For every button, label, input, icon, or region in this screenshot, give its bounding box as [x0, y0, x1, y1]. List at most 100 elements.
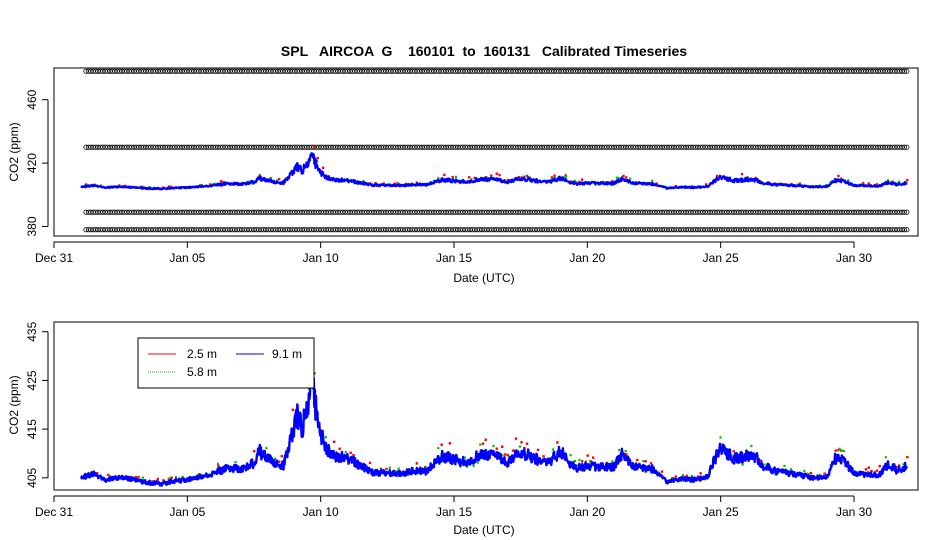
calibration-point-389 — [296, 209, 303, 215]
calibration-point-478 — [431, 68, 437, 74]
calibration-point-430 — [234, 144, 240, 150]
top-point-5-8m — [362, 180, 365, 183]
calibration-point-478 — [656, 68, 663, 74]
calibration-point-378 — [464, 227, 471, 233]
calibration-point-378 — [481, 227, 487, 233]
calibration-point-378 — [313, 227, 319, 233]
calibration-point-389 — [126, 209, 132, 215]
top-point-2-5m — [506, 178, 509, 182]
calibration-point-389 — [280, 209, 286, 215]
bottom-y-tick-label: 425 — [25, 370, 39, 390]
bottom-point-2-5m — [137, 475, 140, 479]
top-point-2-5m — [754, 176, 757, 180]
calibration-point-389 — [776, 209, 783, 215]
calibration-point-478 — [301, 68, 307, 74]
top-point-2-5m — [313, 145, 317, 148]
calibration-point-478 — [150, 68, 156, 74]
calibration-point-378 — [716, 227, 723, 233]
calibration-point-378 — [392, 227, 399, 233]
calibration-point-389 — [136, 209, 142, 215]
calibration-point-430 — [244, 144, 250, 150]
calibration-point-389 — [421, 209, 427, 215]
calibration-point-478 — [752, 68, 759, 74]
calibration-point-478 — [486, 68, 492, 74]
calibration-point-430 — [205, 144, 211, 150]
bottom-point-5-8m — [578, 458, 581, 462]
calibration-point-378 — [484, 227, 490, 233]
calibration-point-478 — [222, 68, 228, 74]
calibration-point-378 — [428, 227, 435, 233]
calibration-point-478 — [433, 68, 439, 74]
calibration-point-478 — [318, 68, 324, 74]
calibration-point-389 — [848, 209, 855, 215]
calibration-point-430 — [419, 144, 425, 150]
calibration-point-389 — [366, 209, 372, 215]
calibration-point-378 — [378, 227, 384, 233]
calibration-point-389 — [524, 209, 531, 215]
bottom-point-5-8m — [783, 464, 786, 467]
calibration-point-378 — [272, 227, 279, 233]
calibration-point-430 — [145, 144, 151, 150]
calibration-point-430 — [241, 144, 247, 150]
calibration-point-378 — [179, 227, 185, 233]
top-point-5-8m — [573, 179, 577, 183]
calibration-point-430 — [282, 144, 288, 150]
bottom-point-2-5m — [671, 477, 675, 480]
bottom-point-5-8m — [750, 444, 753, 448]
calibration-point-478 — [272, 68, 279, 74]
calibration-point-478 — [498, 68, 504, 74]
top-point-2-5m — [867, 182, 870, 185]
calibration-point-478 — [409, 68, 415, 74]
calibration-point-389 — [419, 209, 425, 215]
calibration-point-389 — [704, 209, 711, 215]
calibration-point-430 — [260, 144, 267, 150]
calibration-point-430 — [196, 144, 202, 150]
top-panel: Dec 31 Jan 05 Jan 10 Jan 15 Jan 20 Jan 25 Jan … — [7, 67, 919, 285]
calibration-point-378 — [901, 227, 908, 233]
calibration-point-389 — [294, 209, 300, 215]
top-point-5-8m — [454, 175, 458, 178]
top-point-2-5m — [123, 184, 126, 188]
calibration-point-478 — [364, 68, 370, 74]
calibration-point-389 — [260, 209, 267, 215]
calibration-point-389 — [287, 209, 293, 215]
calibration-point-478 — [385, 68, 391, 74]
bottom-series-9-1m — [80, 373, 909, 487]
calibration-point-478 — [596, 68, 603, 74]
calibration-point-478 — [416, 68, 423, 74]
calibration-point-478 — [268, 68, 274, 74]
calibration-point-478 — [438, 68, 444, 74]
calibration-point-389 — [486, 209, 492, 215]
calibration-point-378 — [258, 227, 264, 233]
calibration-point-430 — [232, 144, 238, 150]
calibration-point-378 — [368, 227, 375, 233]
calibration-point-478 — [155, 68, 161, 74]
calibration-point-378 — [191, 227, 197, 233]
bottom-x-tick-label: Jan 20 — [569, 505, 605, 519]
calibration-point-389 — [292, 209, 298, 215]
calibration-point-478 — [884, 68, 891, 74]
calibration-point-430 — [414, 144, 420, 150]
calibration-point-478 — [160, 68, 166, 74]
calibration-point-430 — [728, 144, 735, 150]
calibration-point-430 — [740, 144, 747, 150]
calibration-point-389 — [436, 209, 442, 215]
bottom-point-5-8m — [618, 449, 621, 452]
calibration-point-389 — [728, 209, 735, 215]
calibration-point-389 — [812, 209, 819, 215]
bottom-point-5-8m — [642, 459, 645, 463]
top-point-5-8m — [615, 176, 618, 179]
bottom-point-2-5m — [156, 477, 160, 481]
calibration-point-389 — [349, 209, 355, 215]
calibration-point-389 — [462, 209, 468, 215]
top-point-5-8m — [829, 180, 832, 183]
top-point-2-5m — [321, 166, 325, 170]
top-point-2-5m — [625, 176, 628, 179]
calibration-point-478 — [316, 68, 322, 74]
calibration-point-389 — [378, 209, 384, 215]
calibration-point-378 — [155, 227, 161, 233]
calibration-point-430 — [402, 144, 408, 150]
calibration-point-430 — [656, 144, 663, 150]
calibration-point-478 — [407, 68, 413, 74]
calibration-point-478 — [275, 68, 281, 74]
